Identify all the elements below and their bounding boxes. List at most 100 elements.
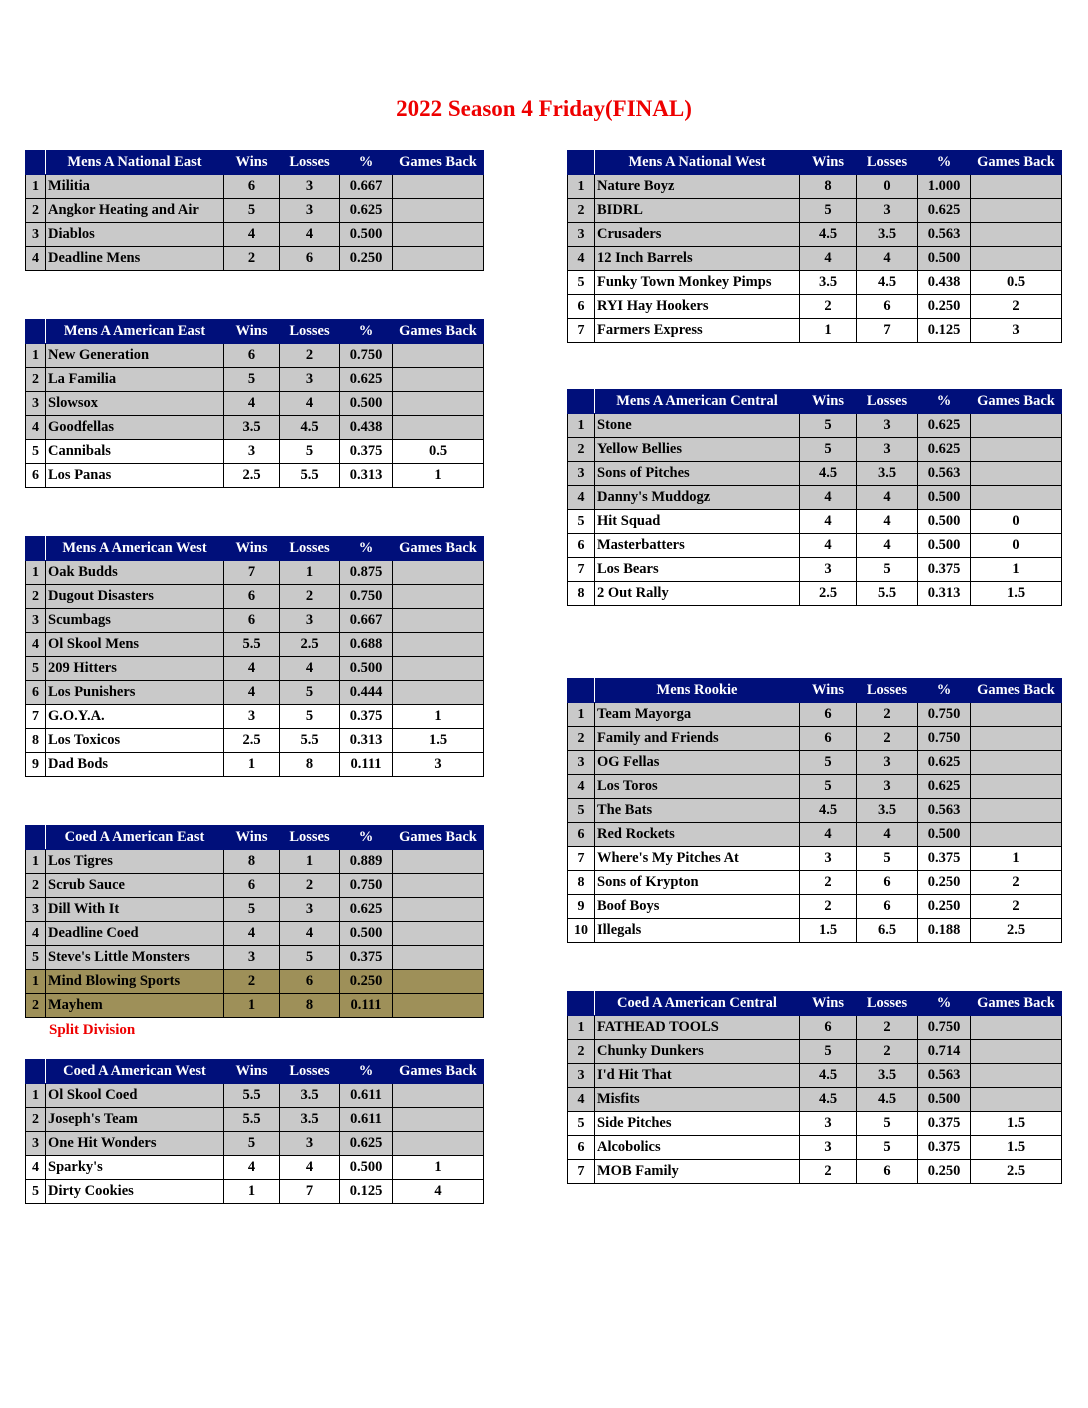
cell-team-name: G.O.Y.A. — [45, 704, 224, 729]
cell-pct: 0.625 — [339, 1131, 393, 1156]
cell-rank: 3 — [567, 750, 595, 775]
table-row: 3 Diablos 4 4 0.500 — [25, 222, 484, 247]
cell-rank: 8 — [567, 581, 595, 606]
cell-pct: 0.563 — [917, 1063, 971, 1088]
column-header-pct: % — [917, 678, 971, 703]
cell-team-name: Deadline Mens — [45, 246, 224, 271]
cell-pct: 0.750 — [339, 584, 393, 609]
cell-wins: 2 — [223, 246, 280, 271]
cell-wins: 6 — [223, 873, 280, 898]
cell-pct: 0.750 — [339, 343, 393, 368]
cell-games-back — [392, 560, 484, 585]
cell-games-back — [392, 945, 484, 970]
cell-team-name: Family and Friends — [594, 726, 800, 751]
cell-team-name: Team Mayorga — [594, 702, 800, 727]
table-row: 7 G.O.Y.A. 3 5 0.375 1 — [25, 704, 484, 729]
column-header-wins: Wins — [799, 150, 857, 175]
cell-pct: 0.125 — [917, 318, 971, 343]
cell-pct: 0.444 — [339, 680, 393, 705]
cell-wins: 8 — [223, 849, 280, 874]
cell-wins: 4 — [223, 1155, 280, 1180]
table-row: 5 Dirty Cookies 1 7 0.125 4 — [25, 1179, 484, 1204]
cell-rank: 1 — [25, 849, 46, 874]
cell-wins: 6 — [223, 343, 280, 368]
table-row: 5 Funky Town Monkey Pimps 3.5 4.5 0.438 0.5 — [567, 270, 1062, 295]
cell-team-name: Dill With It — [45, 897, 224, 922]
cell-team-name: Misfits — [594, 1087, 800, 1112]
cell-team-name: Nature Boyz — [594, 174, 800, 199]
cell-games-back — [392, 897, 484, 922]
cell-team-name: Alcobolics — [594, 1135, 800, 1160]
cell-losses: 4 — [279, 222, 340, 247]
cell-losses: 3 — [279, 608, 340, 633]
cell-rank: 7 — [25, 704, 46, 729]
cell-pct: 0.500 — [339, 391, 393, 416]
cell-losses: 4 — [856, 246, 918, 271]
column-header-losses: Losses — [856, 678, 918, 703]
table-row: 2 Mayhem 1 8 0.111 — [25, 993, 484, 1018]
cell-rank: 8 — [567, 870, 595, 895]
cell-team-name: Illegals — [594, 918, 800, 943]
table-row: 5 Steve's Little Monsters 3 5 0.375 — [25, 945, 484, 970]
cell-games-back — [392, 343, 484, 368]
table-row: 5 209 Hitters 4 4 0.500 — [25, 656, 484, 681]
cell-team-name: Cannibals — [45, 439, 224, 464]
cell-losses: 0 — [856, 174, 918, 199]
cell-losses: 6.5 — [856, 918, 918, 943]
left-standings-column: Mens A National East Wins Losses% Games Bac… — [25, 150, 484, 1204]
column-header-pct: % — [339, 319, 393, 344]
cell-pct: 0.750 — [917, 702, 971, 727]
standings-table-block: Mens A American West Wins Losses% Games Bac… — [25, 536, 484, 777]
cell-games-back: 1 — [970, 846, 1062, 871]
column-header-losses: Losses — [279, 150, 340, 175]
cell-losses: 4 — [279, 921, 340, 946]
table-row: 1 Los Tigres 8 1 0.889 — [25, 849, 484, 874]
cell-team-name: Los Bears — [594, 557, 800, 582]
cell-rank: 3 — [25, 897, 46, 922]
cell-team-name: Deadline Coed — [45, 921, 224, 946]
cell-team-name: Masterbatters — [594, 533, 800, 558]
cell-losses: 3 — [279, 174, 340, 199]
cell-games-back — [970, 437, 1062, 462]
cell-rank: 6 — [25, 463, 46, 488]
table-row: 2 Yellow Bellies 5 3 0.625 — [567, 437, 1062, 462]
table-row: 6 Los Panas 2.5 5.5 0.313 1 — [25, 463, 484, 488]
table-row: 3 Slowsox 4 4 0.500 — [25, 391, 484, 416]
cell-pct: 0.667 — [339, 608, 393, 633]
cell-games-back — [970, 413, 1062, 438]
column-header-rank — [567, 150, 595, 175]
cell-rank: 5 — [25, 656, 46, 681]
cell-games-back — [970, 822, 1062, 847]
cell-team-name: Los Punishers — [45, 680, 224, 705]
table-row: 7 Farmers Express 1 7 0.125 3 — [567, 318, 1062, 343]
cell-team-name: Where's My Pitches At — [594, 846, 800, 871]
cell-team-name: Danny's Muddogz — [594, 485, 800, 510]
cell-pct: 0.563 — [917, 461, 971, 486]
cell-wins: 3.5 — [799, 270, 857, 295]
cell-rank: 10 — [567, 918, 595, 943]
column-header-wins: Wins — [799, 991, 857, 1016]
cell-pct: 0.500 — [917, 509, 971, 534]
cell-rank: 9 — [567, 894, 595, 919]
cell-team-name: Los Panas — [45, 463, 224, 488]
cell-games-back: 0.5 — [392, 439, 484, 464]
column-header-rank — [567, 389, 595, 414]
column-header-games-back: Games Back — [392, 536, 484, 561]
cell-pct: 0.500 — [917, 822, 971, 847]
cell-rank: 7 — [567, 318, 595, 343]
cell-wins: 2 — [799, 870, 857, 895]
cell-games-back: 3 — [392, 752, 484, 777]
cell-losses: 3 — [856, 437, 918, 462]
table-row: 4 12 Inch Barrels 4 4 0.500 — [567, 246, 1062, 271]
cell-losses: 8 — [279, 752, 340, 777]
cell-rank: 5 — [567, 798, 595, 823]
cell-pct: 0.625 — [339, 198, 393, 223]
cell-pct: 0.438 — [339, 415, 393, 440]
cell-losses: 8 — [279, 993, 340, 1018]
table-row: 3 I'd Hit That 4.5 3.5 0.563 — [567, 1063, 1062, 1088]
table-row: 3 Dill With It 5 3 0.625 — [25, 897, 484, 922]
table-row: 2 Dugout Disasters 6 2 0.750 — [25, 584, 484, 609]
cell-rank: 2 — [25, 873, 46, 898]
cell-pct: 0.563 — [917, 222, 971, 247]
column-header-pct: % — [917, 150, 971, 175]
